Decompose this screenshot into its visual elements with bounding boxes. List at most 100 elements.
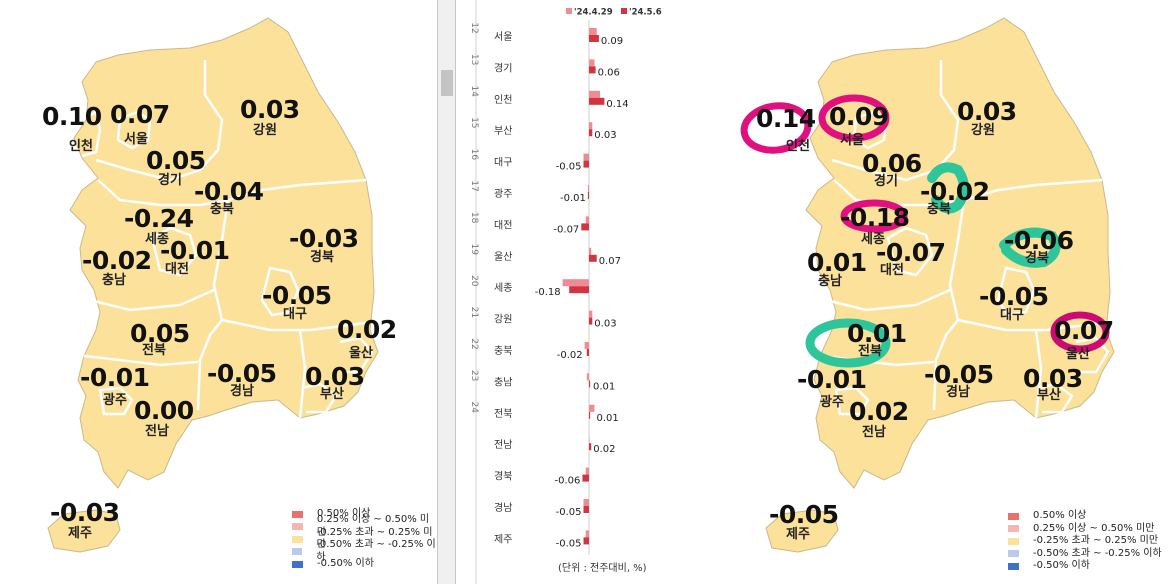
chart-data-label: 0.14	[606, 99, 628, 110]
chart-category-label: 전북	[494, 408, 512, 420]
value-gangwon-left: 0.03	[240, 95, 300, 124]
chart-bar-curr	[589, 443, 592, 451]
name-jeju-right: 제주	[786, 527, 810, 542]
chart-bar-curr	[583, 160, 589, 168]
name-ulsan-right: 울산	[1066, 347, 1090, 362]
chart-legend-swatch	[566, 8, 572, 14]
value-sejong-right: -0.18	[840, 203, 910, 232]
chart-bar-curr	[587, 192, 589, 199]
name-jeonnam-right: 전남	[862, 425, 886, 440]
value-daejeon-right: -0.07	[876, 238, 946, 267]
name-gyeongnam-right: 경남	[946, 385, 970, 400]
ruler-tick-label: 19	[469, 243, 479, 255]
legend-left: 0.50% 이상 0.25% 이상 ~ 0.50% 미만 -0.25% 초과 ~…	[292, 508, 437, 571]
chart-bar-curr	[583, 537, 589, 545]
name-busan-left: 부산	[320, 387, 344, 402]
legend-swatch	[1008, 512, 1019, 520]
highlight-jeonbuk	[805, 318, 891, 368]
legend-right: 0.50% 이상 0.25% 이상 ~ 0.50% 미만 -0.25% 초과 ~…	[1008, 510, 1162, 573]
value-daegu-right: -0.05	[979, 282, 1049, 311]
legend-swatch	[1008, 537, 1019, 545]
name-gwangju-right: 광주	[820, 395, 844, 410]
value-ulsan-right: 0.07	[1054, 316, 1114, 345]
chart-category-label: 서울	[494, 31, 512, 43]
mainland-shape	[69, 17, 379, 489]
highlight-ulsan	[1050, 311, 1110, 353]
name-ulsan-left: 울산	[349, 346, 373, 361]
value-ulsan-left: 0.02	[337, 315, 397, 344]
value-jeonnam-right: 0.02	[849, 397, 909, 426]
value-gyeongnam-right: -0.05	[924, 360, 994, 389]
chart-category-label: 부산	[494, 125, 512, 137]
korea-map-left	[47, 17, 379, 553]
value-gwangju-right: -0.01	[797, 365, 867, 394]
chart-bar-prev	[585, 530, 589, 538]
name-sejong-right: 세종	[861, 232, 885, 247]
chart-category-label: 제주	[494, 533, 512, 545]
ruler-tick-label: 13	[469, 54, 479, 65]
legend-item: 0.50% 이상	[292, 508, 437, 521]
name-chungbuk-left: 충북	[210, 202, 234, 217]
legend-item: 0.25% 이상 ~ 0.50% 미만	[292, 514, 437, 538]
value-gangwon-right: 0.03	[957, 97, 1017, 126]
chart-category-label: 강원	[494, 314, 512, 326]
value-chungnam-right: 0.01	[807, 248, 867, 277]
chart-data-label: -0.01	[560, 193, 586, 204]
legend-label: -0.50% 초과 ~ -0.25% 이하	[316, 539, 436, 563]
chart-bar-prev	[589, 247, 592, 255]
chart-bar-prev	[583, 153, 589, 161]
chart-bar-prev	[587, 185, 589, 192]
ruler-tick-label: 14	[469, 85, 479, 97]
chart-data-label: 0.02	[593, 444, 615, 455]
chart-bar-prev	[589, 404, 595, 412]
chart-data-label: 0.06	[598, 67, 620, 78]
name-gangwon-left: 강원	[253, 123, 277, 138]
value-incheon-left: 0.10	[42, 102, 102, 131]
chart-category-label: 광주	[494, 188, 512, 200]
chart-legend-label: '24.4.29	[574, 8, 613, 18]
chart-data-label: 0.03	[594, 130, 616, 141]
chart-bar-prev	[562, 279, 589, 287]
chart-bar-prev	[589, 28, 597, 35]
legend-swatch	[1008, 562, 1019, 570]
value-daejeon-left: -0.01	[160, 236, 230, 265]
name-gyeonggi-right: 경기	[874, 174, 898, 189]
name-chungnam-right: 충남	[818, 274, 842, 289]
chart-bar-curr	[589, 380, 591, 388]
chart-category-label: 울산	[494, 251, 512, 263]
name-gyeongnam-left: 경남	[230, 384, 254, 399]
chart-bar-curr	[589, 35, 599, 42]
chart-category-label: 대전	[494, 219, 512, 231]
chart-bar-prev	[589, 310, 593, 318]
chart-bar-prev	[583, 499, 589, 506]
value-gyeonggi-right: 0.06	[862, 149, 922, 178]
value-chungbuk-right: -0.02	[920, 177, 990, 206]
value-jeju-right: -0.05	[769, 500, 839, 529]
chart-data-label: 0.01	[593, 381, 615, 392]
chart-category-label: 대구	[494, 157, 512, 169]
chart-category-label: 전남	[494, 439, 512, 451]
name-daegu-left: 대구	[283, 307, 307, 322]
value-gwangju-left: -0.01	[80, 363, 150, 392]
legend-swatch	[1008, 525, 1019, 533]
chart-bar-curr	[589, 129, 593, 137]
chart-bar-prev	[585, 467, 589, 475]
name-seoul-left: 서울	[124, 132, 148, 147]
chart-bar-curr	[586, 349, 589, 356]
value-gyeongbuk-right: -0.06	[1004, 226, 1074, 255]
highlight-incheon	[740, 102, 812, 154]
name-seoul-right: 서울	[840, 133, 864, 148]
value-chungnam-left: -0.02	[82, 246, 152, 275]
chart-bar-curr	[589, 411, 591, 419]
chart-unit-note: (단위 : 전주대비, %)	[558, 561, 647, 574]
chart-data-label: -0.06	[555, 476, 581, 487]
legend-swatch	[292, 560, 303, 568]
scrollbar-thumb[interactable]	[441, 70, 453, 96]
ruler-tick-label: 23	[469, 370, 479, 381]
chart-data-label: -0.05	[556, 162, 582, 173]
chart-data-label: -0.05	[556, 538, 582, 549]
panel-divider-scrollbar[interactable]	[437, 0, 456, 584]
value-sejong-left: -0.24	[124, 204, 194, 233]
legend-swatch	[1008, 550, 1019, 558]
legend-label: -0.50% 이하	[1033, 560, 1090, 571]
